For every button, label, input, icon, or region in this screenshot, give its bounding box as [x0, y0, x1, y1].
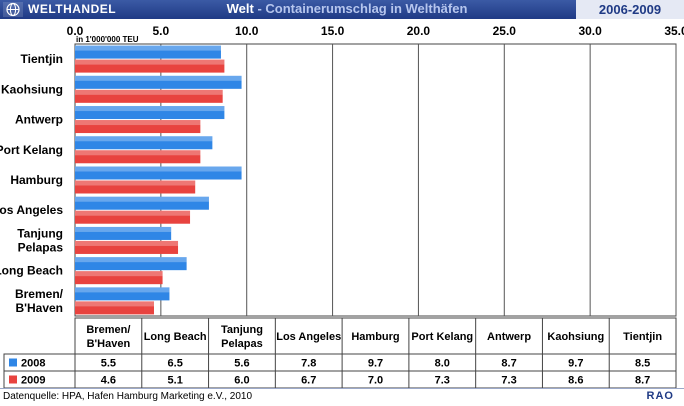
data-table-header-cell: Antwerp [487, 331, 531, 343]
bar-2009 [75, 301, 154, 315]
bar-2008 [75, 75, 242, 89]
bar-2008 [75, 257, 187, 271]
plot-frame [74, 43, 677, 317]
bar-2009 [75, 59, 225, 73]
bar-2009 [75, 210, 191, 224]
bar-2009-highlight [75, 59, 225, 65]
bar-2009-highlight [75, 89, 223, 95]
bar-2008-highlight [75, 106, 225, 112]
category-label: Bremen/B'Haven [15, 287, 64, 315]
section-label: WELTHANDEL [0, 0, 118, 19]
bar-2009 [75, 180, 196, 194]
data-table-header-cell: Port Kelang [411, 331, 473, 343]
category-label: Tanjung Pelapas [17, 226, 63, 254]
bar-2009 [75, 150, 201, 164]
bar-2009 [75, 271, 163, 285]
bar-2009-highlight [75, 301, 154, 307]
source-note: Datenquelle: HPA, Hafen Hamburg Marketin… [3, 391, 253, 402]
bar-2008-highlight [75, 196, 209, 202]
bar-2008 [75, 196, 209, 210]
bar-2008-highlight [75, 136, 213, 142]
data-table-header-cell: Kaohsiung [547, 331, 604, 343]
data-table-frame [74, 317, 677, 388]
bar-2009-highlight [75, 210, 191, 216]
chart-area: 0.0 5.0 10.0 15.0 20.0 25.0 30.0 35.0 in 1'000'0… [0, 24, 684, 388]
data-table-cell: 4.6 [101, 375, 116, 387]
chart-title-main: Welt [226, 1, 254, 16]
bar-2009 [75, 89, 223, 103]
legend-swatch-2008 [9, 358, 17, 367]
data-table-cell: 8.6 [568, 375, 583, 387]
bar-2008-highlight [75, 257, 187, 263]
section-title: WELTHANDEL [28, 2, 117, 16]
data-table-header-cell: Long Beach [144, 331, 207, 343]
bar-2008 [75, 106, 225, 120]
x-tick-label: 25.0 [493, 24, 517, 38]
data-table-header-cell: Bremen/B'Haven [86, 324, 130, 350]
data-table-header-cell: Tanjung Pelapas [221, 324, 263, 350]
data-table-header-cell: Hamburg [351, 331, 399, 343]
bar-2008 [75, 226, 172, 240]
data-table-cell: 7.3 [501, 375, 516, 387]
bar-2008-highlight [75, 45, 221, 51]
year-range: 2006-2009 [576, 0, 684, 19]
data-table-cell: 6.5 [168, 358, 183, 370]
data-table-header-cell: Los Angeles [276, 331, 341, 343]
category-label: Tientjin [21, 52, 63, 66]
bar-2008-highlight [75, 166, 242, 172]
bar-2009-highlight [75, 180, 196, 186]
legend-swatch-2009 [9, 375, 17, 384]
legend-label-2008: 2008 [21, 358, 45, 370]
data-table-cell: 7.3 [435, 375, 450, 387]
bar-2008 [75, 287, 170, 301]
bar-2009-highlight [75, 150, 201, 156]
bar-2009 [75, 120, 201, 134]
bar-2009-highlight [75, 240, 179, 246]
bar-2009 [75, 240, 179, 254]
x-tick-label: 30.0 [578, 24, 602, 38]
bar-2009-highlight [75, 271, 163, 277]
data-table-cell: 9.7 [368, 358, 383, 370]
data-table-cell: 8.7 [635, 375, 650, 387]
x-tick-label: 0.0 [67, 24, 84, 38]
legend-label-2009: 2009 [21, 375, 45, 387]
bar-2008-highlight [75, 226, 172, 232]
data-table-cell: 5.6 [234, 358, 249, 370]
data-table-header-cell: Tientjin [623, 331, 662, 343]
data-table-cell: 7.8 [301, 358, 316, 370]
category-label: Kaohsiung [1, 82, 63, 96]
header-bar: WELTHANDEL Welt - Containerumschlag in W… [0, 0, 684, 19]
data-table-cell: 8.5 [635, 358, 650, 370]
x-tick-label: 35.0 [664, 24, 684, 38]
bar-2009-highlight [75, 120, 201, 126]
data-table-cell: 6.7 [301, 375, 316, 387]
globe-icon [3, 2, 23, 17]
brand-logo: RAO [646, 390, 674, 402]
chart-title-sub: - Containerumschlag in Welthäfen [253, 1, 468, 16]
category-label: Los Angeles [0, 203, 63, 217]
data-table-cell: 5.5 [101, 358, 116, 370]
chart-title: Welt - Containerumschlag in Welthäfen [120, 1, 574, 16]
x-tick-label: 10.0 [235, 24, 259, 38]
unit-label: in 1'000'000 TEU [76, 35, 139, 44]
bar-2008-highlight [75, 75, 242, 81]
data-table-cell: 8.7 [501, 358, 516, 370]
bar-2008 [75, 45, 221, 59]
bar-2008 [75, 136, 213, 150]
category-label: Long Beach [0, 264, 63, 278]
category-label: Port Kelang [0, 143, 63, 157]
bar-2008 [75, 166, 242, 180]
data-table-cell: 8.0 [435, 358, 450, 370]
bar-2008-highlight [75, 287, 170, 293]
data-table-cell: 6.0 [234, 375, 249, 387]
x-tick-label: 15.0 [321, 24, 345, 38]
x-tick-label: 5.0 [153, 24, 170, 38]
category-label: Hamburg [10, 173, 63, 187]
data-table-cell: 5.1 [168, 375, 183, 387]
x-tick-label: 20.0 [407, 24, 431, 38]
category-label: Antwerp [15, 113, 63, 127]
data-table-cell: 7.0 [368, 375, 383, 387]
data-table-cell: 9.7 [568, 358, 583, 370]
footer-divider [0, 388, 684, 389]
